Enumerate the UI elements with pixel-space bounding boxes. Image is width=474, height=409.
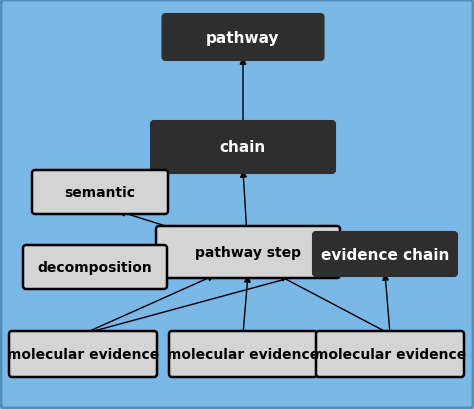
Text: pathway: pathway <box>206 30 280 45</box>
FancyBboxPatch shape <box>151 122 335 173</box>
FancyBboxPatch shape <box>9 331 157 377</box>
Text: chain: chain <box>220 140 266 155</box>
Text: decomposition: decomposition <box>37 261 152 274</box>
Text: molecular evidence: molecular evidence <box>7 347 159 361</box>
FancyBboxPatch shape <box>23 245 167 289</box>
Text: pathway step: pathway step <box>195 245 301 259</box>
FancyBboxPatch shape <box>313 232 457 276</box>
FancyBboxPatch shape <box>163 15 323 61</box>
FancyBboxPatch shape <box>32 171 168 214</box>
FancyBboxPatch shape <box>316 331 464 377</box>
FancyBboxPatch shape <box>169 331 317 377</box>
Text: molecular evidence: molecular evidence <box>314 347 466 361</box>
Text: semantic: semantic <box>64 186 136 200</box>
Text: evidence chain: evidence chain <box>321 247 449 262</box>
FancyBboxPatch shape <box>156 227 340 278</box>
Text: molecular evidence: molecular evidence <box>167 347 319 361</box>
